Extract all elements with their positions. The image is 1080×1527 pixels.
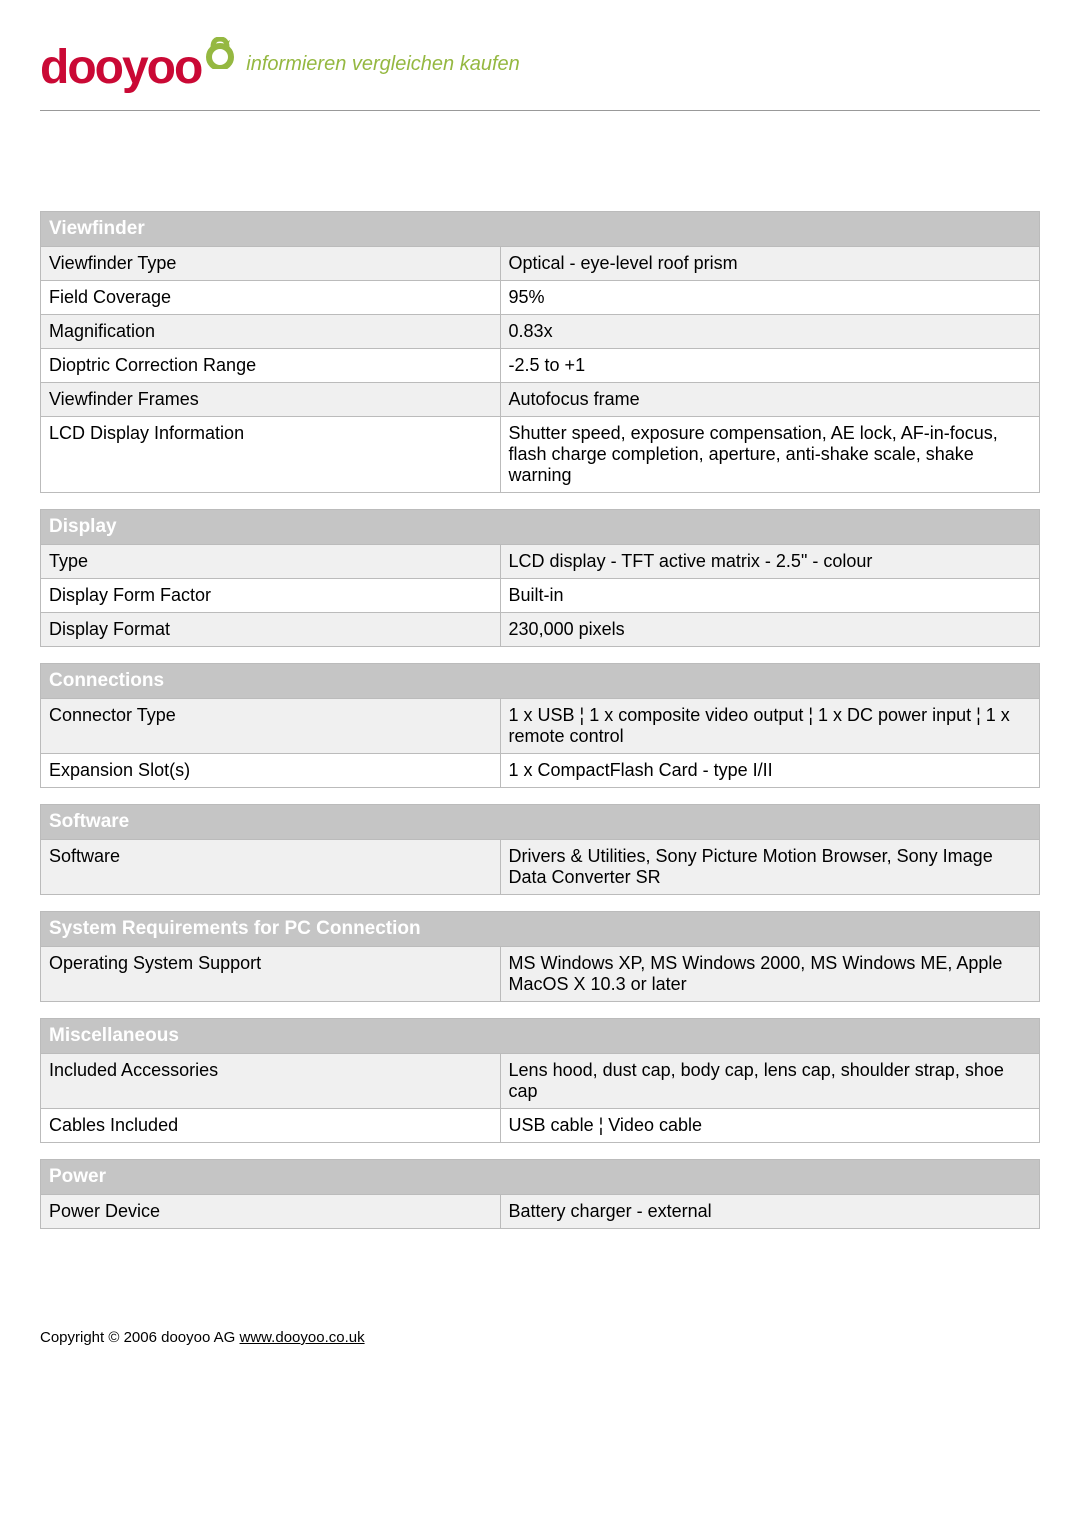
spec-label: Display Form Factor: [41, 579, 501, 613]
table-row: Power DeviceBattery charger - external: [41, 1195, 1040, 1229]
spec-value: Battery charger - external: [500, 1195, 1039, 1229]
table-row: Display Form FactorBuilt-in: [41, 579, 1040, 613]
spec-value: USB cable ¦ Video cable: [500, 1109, 1039, 1143]
spec-label: Cables Included: [41, 1109, 501, 1143]
table-row: Viewfinder FramesAutofocus frame: [41, 383, 1040, 417]
spec-label: Connector Type: [41, 699, 501, 754]
table-row: Display Format230,000 pixels: [41, 613, 1040, 647]
spec-table: MiscellaneousIncluded AccessoriesLens ho…: [40, 1018, 1040, 1143]
logo-icon: [203, 37, 238, 74]
spec-value: Autofocus frame: [500, 383, 1039, 417]
footer-link[interactable]: www.dooyoo.co.uk: [240, 1329, 365, 1346]
section-header: Viewfinder: [41, 212, 1040, 247]
table-row: Connector Type1 x USB ¦ 1 x composite vi…: [41, 699, 1040, 754]
spec-label: Field Coverage: [41, 281, 501, 315]
spec-label: Viewfinder Type: [41, 247, 501, 281]
spec-label: Operating System Support: [41, 947, 501, 1002]
copyright-text: Copyright © 2006 dooyoo AG: [40, 1329, 240, 1346]
spec-label: Expansion Slot(s): [41, 754, 501, 788]
spec-label: Magnification: [41, 315, 501, 349]
table-row: LCD Display InformationShutter speed, ex…: [41, 417, 1040, 493]
spec-value: MS Windows XP, MS Windows 2000, MS Windo…: [500, 947, 1039, 1002]
spec-value: 1 x CompactFlash Card - type I/II: [500, 754, 1039, 788]
spec-label: Viewfinder Frames: [41, 383, 501, 417]
table-row: Dioptric Correction Range-2.5 to +1: [41, 349, 1040, 383]
spec-label: Included Accessories: [41, 1054, 501, 1109]
spec-value: 230,000 pixels: [500, 613, 1039, 647]
section-header: Power: [41, 1160, 1040, 1195]
table-row: Cables IncludedUSB cable ¦ Video cable: [41, 1109, 1040, 1143]
table-row: TypeLCD display - TFT active matrix - 2.…: [41, 545, 1040, 579]
section-header: Display: [41, 510, 1040, 545]
spec-tables-container: ViewfinderViewfinder TypeOptical - eye-l…: [40, 211, 1040, 1229]
section-header: Miscellaneous: [41, 1019, 1040, 1054]
table-row: Magnification0.83x: [41, 315, 1040, 349]
footer: Copyright © 2006 dooyoo AG www.dooyoo.co…: [40, 1329, 1040, 1346]
spec-value: 0.83x: [500, 315, 1039, 349]
section-header: System Requirements for PC Connection: [41, 912, 1040, 947]
spec-table: DisplayTypeLCD display - TFT active matr…: [40, 509, 1040, 647]
header-divider: [40, 110, 1040, 111]
spec-label: LCD Display Information: [41, 417, 501, 493]
spec-label: Dioptric Correction Range: [41, 349, 501, 383]
spec-label: Type: [41, 545, 501, 579]
table-row: Viewfinder TypeOptical - eye-level roof …: [41, 247, 1040, 281]
spec-table: System Requirements for PC ConnectionOpe…: [40, 911, 1040, 1002]
spec-value: LCD display - TFT active matrix - 2.5" -…: [500, 545, 1039, 579]
spec-value: 1 x USB ¦ 1 x composite video output ¦ 1…: [500, 699, 1039, 754]
table-row: Operating System SupportMS Windows XP, M…: [41, 947, 1040, 1002]
section-header: Software: [41, 805, 1040, 840]
spec-value: Drivers & Utilities, Sony Picture Motion…: [500, 840, 1039, 895]
spec-value: Lens hood, dust cap, body cap, lens cap,…: [500, 1054, 1039, 1109]
spec-value: Optical - eye-level roof prism: [500, 247, 1039, 281]
spec-value: -2.5 to +1: [500, 349, 1039, 383]
spec-table: ViewfinderViewfinder TypeOptical - eye-l…: [40, 211, 1040, 493]
logo-wrapper: dooyoo informieren vergleichen kaufen: [40, 40, 520, 95]
table-row: Field Coverage95%: [41, 281, 1040, 315]
table-row: Included AccessoriesLens hood, dust cap,…: [41, 1054, 1040, 1109]
spec-label: Software: [41, 840, 501, 895]
spec-table: PowerPower DeviceBattery charger - exter…: [40, 1159, 1040, 1229]
spec-value: Shutter speed, exposure compensation, AE…: [500, 417, 1039, 493]
spec-value: 95%: [500, 281, 1039, 315]
logo-tagline: informieren vergleichen kaufen: [246, 53, 520, 76]
spec-table: ConnectionsConnector Type1 x USB ¦ 1 x c…: [40, 663, 1040, 788]
spec-value: Built-in: [500, 579, 1039, 613]
table-row: SoftwareDrivers & Utilities, Sony Pictur…: [41, 840, 1040, 895]
spec-table: SoftwareSoftwareDrivers & Utilities, Son…: [40, 804, 1040, 895]
table-row: Expansion Slot(s)1 x CompactFlash Card -…: [41, 754, 1040, 788]
section-header: Connections: [41, 664, 1040, 699]
logo-text: dooyoo: [40, 40, 201, 95]
spec-label: Display Format: [41, 613, 501, 647]
spec-label: Power Device: [41, 1195, 501, 1229]
logo-area: dooyoo informieren vergleichen kaufen: [40, 40, 1040, 95]
